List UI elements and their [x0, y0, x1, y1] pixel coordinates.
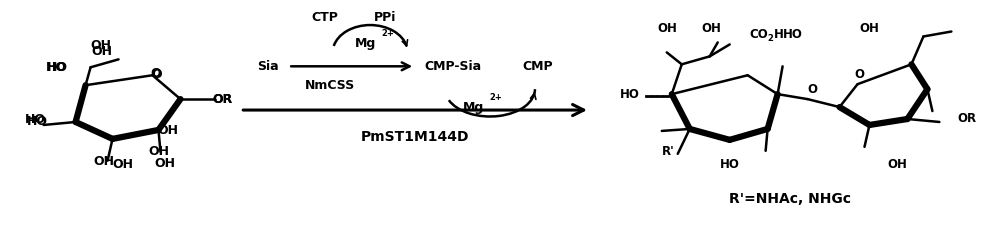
Text: R': R' — [661, 145, 674, 158]
Text: HO: HO — [783, 28, 802, 41]
Text: OH: OH — [702, 22, 722, 35]
Text: 2+: 2+ — [381, 29, 394, 38]
Text: H: H — [774, 28, 783, 41]
Text: R'=NHAc, NHGc: R'=NHAc, NHGc — [729, 191, 851, 205]
Text: NmCSS: NmCSS — [305, 79, 355, 92]
Text: HO: HO — [25, 114, 46, 127]
Text: OH: OH — [112, 158, 133, 171]
Text: O: O — [808, 83, 818, 96]
Text: OH: OH — [157, 124, 178, 137]
Text: OH: OH — [93, 155, 114, 168]
Text: OH: OH — [658, 22, 678, 35]
Text: OR: OR — [958, 113, 977, 126]
Text: O: O — [854, 68, 864, 81]
Text: OH: OH — [90, 39, 111, 52]
Text: OH: OH — [148, 145, 169, 158]
Text: CO: CO — [750, 28, 768, 41]
Text: OH: OH — [888, 158, 907, 171]
Text: OR: OR — [212, 93, 233, 106]
Text: HO: HO — [27, 115, 48, 128]
Text: CMP: CMP — [523, 60, 553, 73]
Text: PPi: PPi — [374, 11, 396, 24]
Text: PmST1M144D: PmST1M144D — [361, 130, 469, 144]
Text: O: O — [150, 67, 161, 80]
Text: 2+: 2+ — [489, 93, 502, 102]
Text: OH: OH — [91, 45, 112, 58]
Text: Mg: Mg — [355, 37, 376, 50]
Text: 2: 2 — [768, 34, 774, 43]
Text: Mg: Mg — [462, 100, 484, 114]
Text: CMP-Sia: CMP-Sia — [425, 60, 482, 73]
Text: HO: HO — [720, 158, 740, 171]
Text: Sia: Sia — [258, 60, 279, 73]
Text: OH: OH — [860, 22, 879, 35]
Text: HO: HO — [46, 61, 67, 74]
Text: CTP: CTP — [312, 11, 339, 24]
Text: OR: OR — [212, 93, 233, 106]
Text: HO: HO — [620, 88, 640, 101]
Text: HO: HO — [47, 61, 68, 74]
Text: O: O — [151, 68, 162, 81]
Text: OH: OH — [154, 157, 175, 170]
